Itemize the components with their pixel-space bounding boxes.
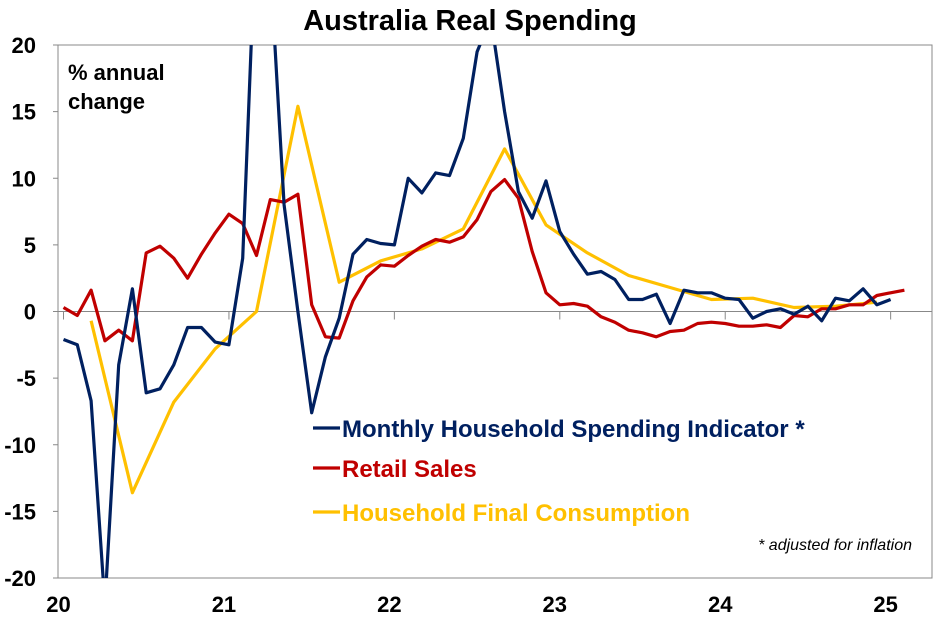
y-tick-label: -10 <box>4 433 36 458</box>
y-tick-label: 0 <box>24 300 36 325</box>
y-tick-label: 10 <box>12 166 36 191</box>
y-axis-label-line1: % annual <box>68 60 165 85</box>
y-tick-label: 5 <box>24 233 36 258</box>
chart-title: Australia Real Spending <box>303 5 637 37</box>
series-line-1 <box>62 178 905 343</box>
x-tick-label: 23 <box>543 592 567 617</box>
footnote: * adjusted for inflation <box>758 537 912 554</box>
y-tick-label: -20 <box>4 566 36 591</box>
x-tick-label: 20 <box>46 592 70 617</box>
x-tick-label: 21 <box>212 592 236 617</box>
legend-label: Retail Sales <box>342 456 477 483</box>
y-tick-label: -15 <box>4 499 36 524</box>
x-axis: 20 21 22 23 24 25 <box>46 311 898 617</box>
x-tick-label: 22 <box>377 592 401 617</box>
series-lines <box>62 45 905 578</box>
legend-label: Monthly Household Spending Indicator * <box>342 416 805 443</box>
y-tick-label: -5 <box>16 366 36 391</box>
series-line-0 <box>62 45 892 578</box>
y-tick-label: 20 <box>12 33 36 58</box>
legend: Monthly Household Spending Indicator * Re… <box>313 416 805 527</box>
y-axis-label-line2: change <box>68 89 145 114</box>
y-axis: 20 15 10 5 0 -5 -10 -15 -20 <box>4 33 58 591</box>
x-tick-label: 24 <box>708 592 733 617</box>
legend-label: Household Final Consumption <box>342 500 690 527</box>
y-tick-label: 15 <box>12 100 36 125</box>
x-tick-label: 25 <box>873 592 897 617</box>
